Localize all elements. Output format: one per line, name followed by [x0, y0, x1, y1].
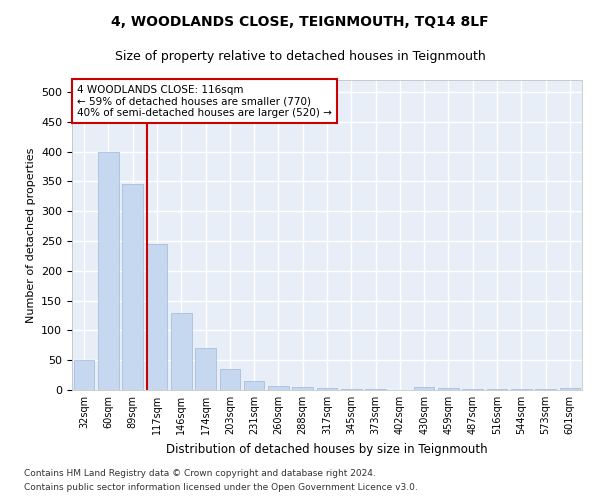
Bar — [244, 381, 265, 390]
Bar — [414, 387, 434, 390]
Bar — [122, 184, 143, 390]
Bar — [195, 348, 216, 390]
X-axis label: Distribution of detached houses by size in Teignmouth: Distribution of detached houses by size … — [166, 442, 488, 456]
Bar — [438, 388, 459, 390]
Bar — [317, 388, 337, 390]
Bar — [98, 152, 119, 390]
Bar — [146, 244, 167, 390]
Text: Size of property relative to detached houses in Teignmouth: Size of property relative to detached ho… — [115, 50, 485, 63]
Bar — [292, 387, 313, 390]
Bar — [268, 386, 289, 390]
Bar — [341, 389, 362, 390]
Text: Contains public sector information licensed under the Open Government Licence v3: Contains public sector information licen… — [24, 484, 418, 492]
Bar — [560, 388, 580, 390]
Bar — [74, 360, 94, 390]
Y-axis label: Number of detached properties: Number of detached properties — [26, 148, 35, 322]
Text: Contains HM Land Registry data © Crown copyright and database right 2024.: Contains HM Land Registry data © Crown c… — [24, 468, 376, 477]
Bar — [171, 312, 191, 390]
Bar — [220, 369, 240, 390]
Text: 4 WOODLANDS CLOSE: 116sqm
← 59% of detached houses are smaller (770)
40% of semi: 4 WOODLANDS CLOSE: 116sqm ← 59% of detac… — [77, 84, 332, 118]
Text: 4, WOODLANDS CLOSE, TEIGNMOUTH, TQ14 8LF: 4, WOODLANDS CLOSE, TEIGNMOUTH, TQ14 8LF — [111, 15, 489, 29]
Bar — [463, 389, 483, 390]
